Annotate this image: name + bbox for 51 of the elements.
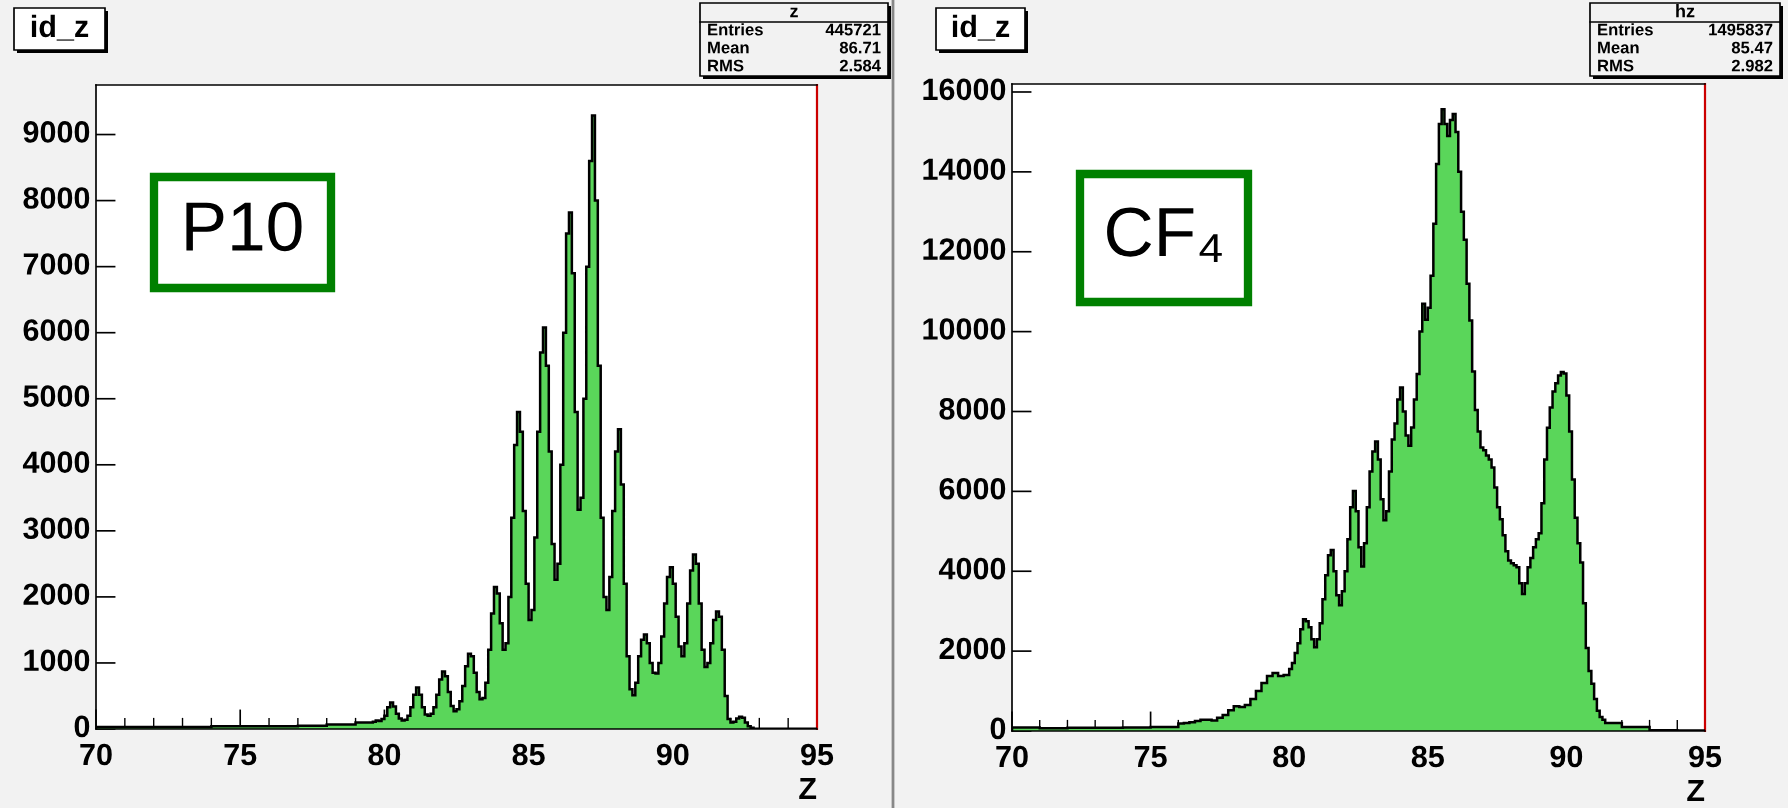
y-tick-label: 16000 bbox=[923, 78, 1006, 101]
text: z bbox=[790, 7, 798, 18]
x-tick-label: 70 bbox=[996, 745, 1028, 768]
chart-title: id_z bbox=[31, 14, 89, 41]
y-tick-label: 8000 bbox=[939, 398, 1006, 420]
y-tick-label: 9000 bbox=[23, 121, 90, 143]
y-tick-label: 10000 bbox=[923, 318, 1006, 340]
y-tick-label: 4000 bbox=[938, 557, 1006, 580]
text: 86.71 bbox=[839, 41, 881, 54]
x-tick-label: 80 bbox=[1273, 745, 1305, 768]
x-tick-label: 85 bbox=[512, 743, 545, 766]
text: 2.982 bbox=[1731, 59, 1773, 72]
x-tick-label: 95 bbox=[801, 743, 834, 766]
text: Entries bbox=[708, 23, 763, 36]
text: 2.584 bbox=[839, 59, 881, 72]
y-tick-label: 12000 bbox=[923, 238, 1006, 260]
x-tick-label: 80 bbox=[368, 743, 401, 766]
text: 445721 bbox=[825, 23, 881, 36]
annotation: P10 bbox=[186, 201, 302, 252]
text: Entries bbox=[1598, 23, 1653, 36]
x-tick-label: 85 bbox=[1411, 745, 1444, 768]
text: 1495837 bbox=[1709, 23, 1773, 36]
x-tick-label: 95 bbox=[1689, 745, 1722, 768]
text: 85.47 bbox=[1731, 41, 1773, 54]
x-tick-label: 70 bbox=[80, 743, 112, 766]
y-tick-label: 2000 bbox=[23, 583, 90, 606]
x-axis-title: Z bbox=[799, 778, 817, 800]
text: hz bbox=[1676, 4, 1695, 18]
x-tick-label: 90 bbox=[656, 743, 689, 766]
x-tick-label: 90 bbox=[1550, 745, 1583, 768]
x-tick-label: 75 bbox=[224, 744, 257, 766]
y-tick-label: 4000 bbox=[22, 451, 90, 473]
y-tick-label: 2000 bbox=[939, 637, 1006, 660]
text: RMS bbox=[708, 59, 744, 72]
y-tick-label: 5000 bbox=[23, 385, 90, 407]
text: Mean bbox=[708, 41, 749, 54]
text: RMS bbox=[1598, 59, 1634, 72]
y-tick-label: 14000 bbox=[923, 158, 1006, 181]
x-axis-title: Z bbox=[1687, 780, 1705, 802]
text: Mean bbox=[1598, 41, 1639, 54]
y-tick-label: 6000 bbox=[23, 319, 90, 341]
y-tick-label: 8000 bbox=[23, 187, 90, 209]
chart-title: id_z bbox=[952, 14, 1010, 41]
y-tick-label: 6000 bbox=[939, 477, 1006, 500]
y-tick-label: 7000 bbox=[23, 253, 90, 275]
annotation: CF₄ bbox=[1107, 207, 1222, 262]
y-tick-label: 0 bbox=[990, 717, 1006, 740]
y-tick-label: 3000 bbox=[23, 517, 90, 540]
y-tick-label: 1000 bbox=[24, 649, 90, 672]
x-tick-label: 75 bbox=[1134, 746, 1167, 768]
y-tick-label: 0 bbox=[74, 715, 90, 738]
